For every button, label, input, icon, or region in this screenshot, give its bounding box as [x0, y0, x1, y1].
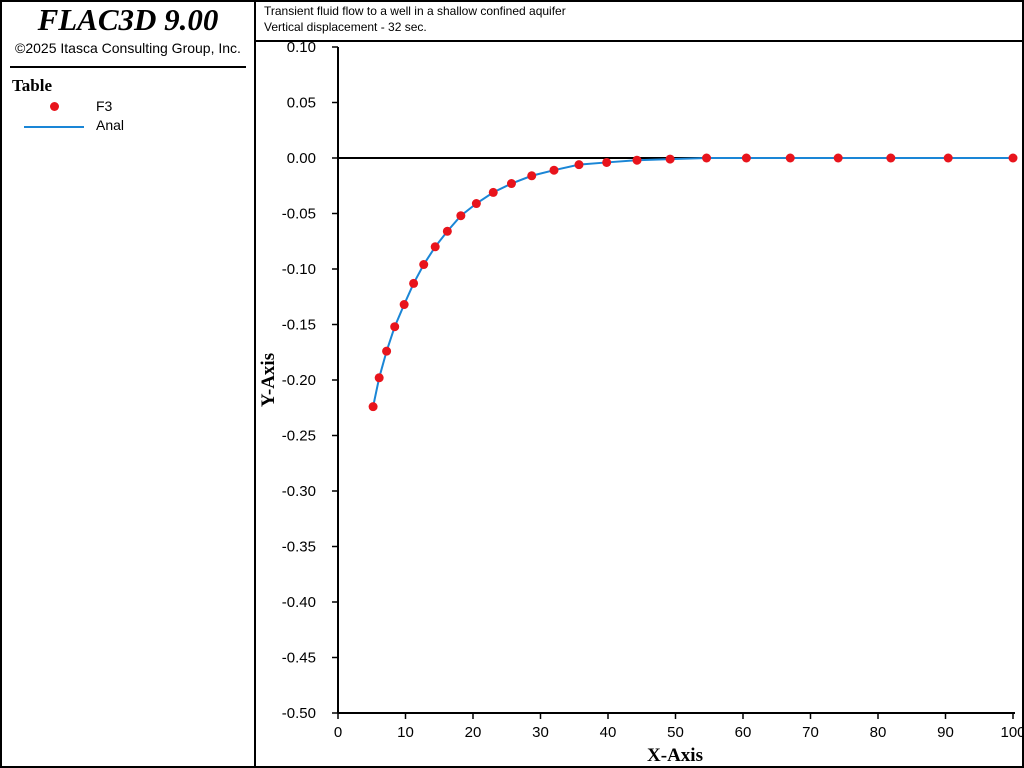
x-tick-label: 50 [667, 724, 684, 741]
series-line-anal [372, 157, 1013, 407]
y-tick-label: -0.15 [282, 317, 316, 334]
data-point-f3 [399, 300, 409, 310]
data-point-f3 [382, 346, 392, 356]
data-point-f3 [702, 153, 712, 163]
y-tick-label: -0.25 [282, 428, 316, 445]
data-point-f3 [574, 160, 584, 170]
data-point-f3 [488, 187, 498, 197]
data-point-f3 [430, 242, 440, 252]
x-tick-label: 10 [397, 724, 414, 741]
y-tick-label: -0.20 [282, 372, 316, 389]
data-point-f3 [419, 260, 429, 270]
app-title: FLAC3D 9.00 [37, 2, 219, 37]
y-tick-label: -0.45 [282, 650, 316, 667]
data-point-f3 [833, 153, 843, 163]
legend-title: Table [12, 76, 53, 95]
legend-marker-icon [50, 102, 59, 111]
data-point-f3 [390, 322, 400, 332]
data-point-f3 [632, 155, 642, 165]
data-point-f3 [741, 153, 751, 163]
data-point-f3 [506, 179, 516, 189]
copyright-text: ©2025 Itasca Consulting Group, Inc. [15, 40, 241, 56]
data-point-f3 [471, 199, 481, 209]
y-axis-title: Y-Axis [258, 353, 279, 407]
x-tick-label: 60 [735, 724, 752, 741]
plot-header: Transient fluid flow to a well in a shal… [256, 0, 1024, 42]
data-point-f3 [886, 153, 896, 163]
y-tick-label: -0.30 [282, 483, 316, 500]
legend-panel: FLAC3D 9.00 ©2025 Itasca Consulting Grou… [0, 0, 256, 768]
y-tick-label: 0.10 [287, 39, 316, 56]
plot-subtitle: Vertical displacement - 32 sec. [264, 20, 427, 34]
legend-item-anal: Anal [22, 117, 242, 135]
legend-label-f3: F3 [96, 98, 113, 114]
x-tick-label: 30 [532, 724, 549, 741]
y-tick-label: -0.05 [282, 206, 316, 223]
data-point-f3 [665, 154, 675, 164]
data-point-f3 [409, 278, 419, 288]
data-point-f3 [442, 226, 452, 236]
panel-divider [10, 66, 246, 68]
y-tick-label: 0.00 [287, 150, 316, 167]
legend-item-f3: F3 [22, 98, 242, 116]
y-tick-label: 0.05 [287, 95, 316, 112]
legend-line-icon [24, 126, 84, 128]
data-point-f3 [368, 402, 378, 412]
data-point-f3 [1008, 153, 1018, 163]
y-tick-label: -0.40 [282, 594, 316, 611]
x-tick-label: 70 [802, 724, 819, 741]
x-tick-label: 80 [870, 724, 887, 741]
x-tick-label: 0 [334, 724, 342, 741]
x-tick-label: 20 [465, 724, 482, 741]
data-point-f3 [549, 165, 559, 175]
x-tick-label: 40 [600, 724, 617, 741]
data-point-f3 [374, 373, 384, 383]
x-tick-label: 100 [1000, 724, 1024, 741]
x-axis-title: X-Axis [647, 745, 703, 766]
plot-title: Transient fluid flow to a well in a shal… [264, 4, 566, 18]
y-tick-label: -0.50 [282, 705, 316, 722]
data-point-f3 [527, 171, 537, 181]
data-point-f3 [785, 153, 795, 163]
y-tick-label: -0.35 [282, 539, 316, 556]
data-point-f3 [943, 153, 953, 163]
data-point-f3 [456, 211, 466, 221]
data-point-f3 [602, 157, 612, 167]
x-tick-label: 90 [937, 724, 954, 741]
legend-label-anal: Anal [96, 117, 125, 133]
y-tick-label: -0.10 [282, 261, 316, 278]
